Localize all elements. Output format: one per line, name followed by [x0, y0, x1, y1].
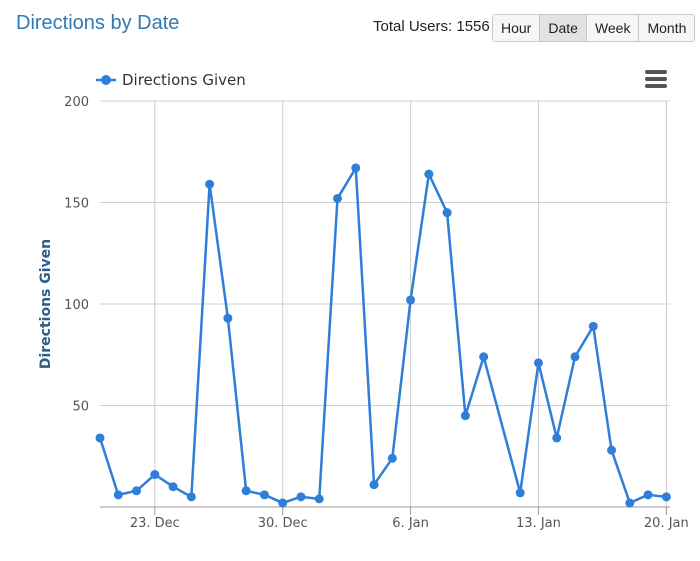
data-point	[205, 179, 215, 189]
data-point	[296, 492, 306, 502]
data-point	[186, 492, 196, 502]
data-point	[479, 352, 489, 362]
granularity-button-group: Hour Date Week Month	[492, 14, 696, 42]
total-users: Total Users: 1556	[373, 18, 490, 35]
data-point	[223, 313, 233, 323]
series-line	[98, 166, 667, 505]
month-button[interactable]: Month	[639, 15, 695, 41]
data-point	[424, 169, 434, 179]
data-point	[168, 482, 178, 492]
week-button[interactable]: Week	[586, 15, 640, 41]
x-tick-label: 6. Jan	[392, 516, 429, 531]
total-users-label: Total Users:	[373, 18, 453, 35]
data-point	[113, 490, 123, 500]
y-tick-label: 150	[64, 197, 89, 212]
data-point	[406, 295, 416, 305]
data-point	[351, 163, 361, 173]
data-point	[533, 358, 543, 368]
legend-label: Directions Given	[122, 71, 246, 89]
x-tick-label: 30. Dec	[258, 516, 308, 531]
y-tick-label: 100	[64, 298, 89, 313]
total-users-value: 1556	[456, 18, 490, 35]
date-button[interactable]: Date	[540, 15, 587, 41]
data-point	[442, 208, 452, 218]
data-point	[241, 486, 251, 496]
data-point	[588, 321, 598, 331]
data-point	[314, 494, 324, 504]
data-point	[95, 433, 105, 443]
hamburger-menu-icon[interactable]	[645, 70, 667, 88]
data-point	[661, 492, 671, 502]
hour-button[interactable]: Hour	[493, 15, 541, 41]
data-point	[625, 498, 635, 508]
data-point	[387, 453, 397, 463]
data-point	[333, 193, 342, 203]
data-point	[570, 352, 580, 362]
data-point	[460, 411, 470, 421]
y-tick-label: 50	[72, 400, 89, 415]
y-tick-label: 200	[64, 95, 89, 110]
data-point	[150, 470, 160, 480]
data-point	[552, 433, 562, 443]
x-tick-label: 23. Dec	[130, 516, 180, 531]
data-point	[278, 498, 288, 508]
data-point	[643, 490, 653, 500]
data-point	[607, 445, 617, 455]
x-tick-label: 13. Jan	[516, 516, 561, 531]
y-axis-title: Directions Given	[38, 239, 54, 369]
x-tick-label: 20. Jan	[644, 516, 689, 531]
page-title: Directions by Date	[16, 12, 180, 34]
legend-marker	[101, 75, 111, 85]
data-point	[132, 486, 142, 496]
data-point	[369, 480, 379, 490]
data-point	[259, 490, 269, 500]
data-point	[515, 488, 525, 498]
